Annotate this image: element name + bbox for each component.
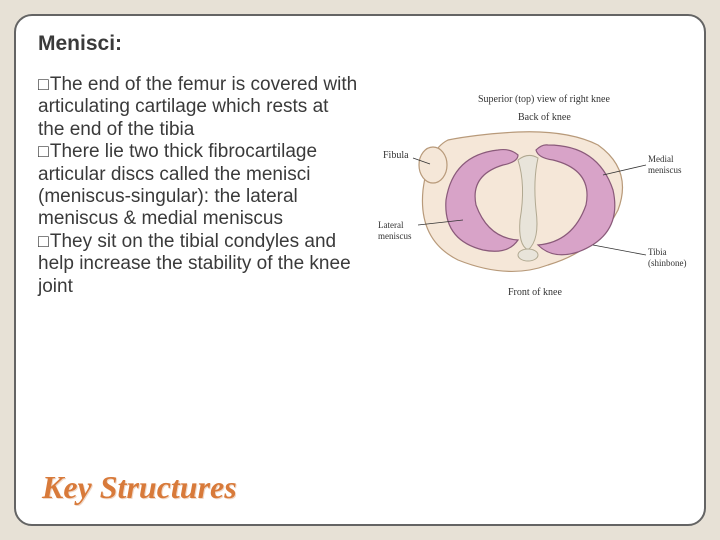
diagram-title: Superior (top) view of right knee [478, 94, 610, 105]
bullet-item: □There lie two thick fibrocartilage arti… [38, 141, 358, 231]
label-front: Front of knee [508, 287, 562, 298]
bullet-item: □They sit on the tibial condyles and hel… [38, 231, 358, 298]
bullet-text: The end of the femur is covered with art… [38, 74, 357, 140]
bullet-square-icon: □ [38, 231, 49, 252]
bullet-text: There lie two thick fibrocartilage artic… [38, 141, 317, 229]
knee-diagram: Superior (top) view of right knee Back o… [368, 90, 698, 310]
label-tibia-2: (shinbone) [648, 258, 687, 268]
label-fibula: Fibula [383, 150, 409, 161]
label-tibia-1: Tibia [648, 247, 667, 257]
bullet-square-icon: □ [38, 74, 49, 95]
bullet-text: They sit on the tibial condyles and help… [38, 231, 351, 297]
label-lateral-1: Lateral [378, 220, 404, 230]
fibula-shape [419, 147, 447, 183]
ligament-shape [518, 249, 538, 261]
text-column: □The end of the femur is covered with ar… [38, 74, 358, 310]
bullet-item: □The end of the femur is covered with ar… [38, 74, 358, 141]
slide-heading: Menisci: [38, 32, 682, 56]
label-medial-1: Medial [648, 154, 674, 164]
label-medial-2: meniscus [648, 165, 682, 175]
bullet-square-icon: □ [38, 141, 49, 162]
label-lateral-2: meniscus [378, 231, 412, 241]
footer-title: Key Structures [42, 469, 237, 506]
label-back: Back of knee [518, 112, 571, 123]
slide-card: Menisci: □The end of the femur is covere… [14, 14, 706, 526]
leader-line [593, 245, 646, 255]
content-row: □The end of the femur is covered with ar… [38, 74, 682, 310]
diagram-column: Superior (top) view of right knee Back o… [368, 74, 698, 310]
